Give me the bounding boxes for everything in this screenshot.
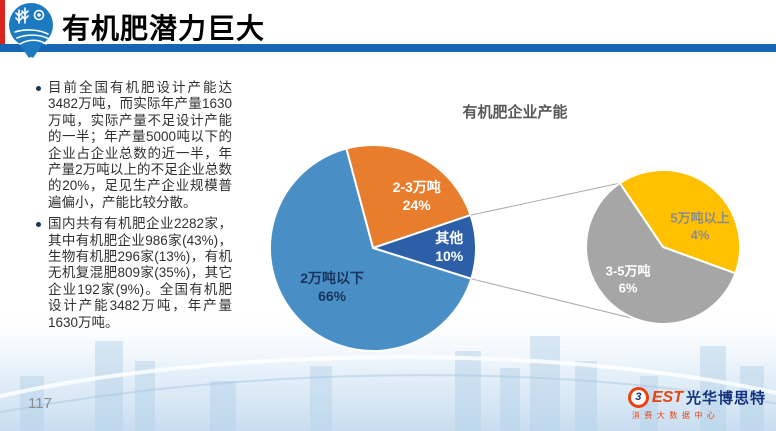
pie-slice bbox=[345, 144, 472, 250]
pie-slice bbox=[618, 169, 742, 275]
bullet-list: 目前全国有机肥设计产能达3482万吨，而实际年产量1630万吨，实际产量不足设计… bbox=[36, 80, 232, 336]
pie-label: 2万吨以下 66% bbox=[300, 270, 364, 304]
bullet-item: 国内共有有机肥企业2282家，其中有机肥企业986家(43%)，生物有机肥296… bbox=[36, 216, 232, 331]
brand-subtitle: 消费大数据中心 bbox=[631, 411, 720, 420]
page-number: 117 bbox=[28, 395, 52, 412]
header-divider-bar bbox=[0, 44, 776, 52]
connector-line bbox=[471, 278, 637, 320]
page-title: 有机肥潜力巨大 bbox=[62, 13, 266, 44]
connector-line bbox=[470, 182, 621, 216]
best-logo-mark-icon: 3 bbox=[627, 387, 649, 408]
pie-label: 3-5万吨 6% bbox=[606, 264, 651, 296]
pie-slice bbox=[585, 181, 737, 325]
brand-name-en: EST bbox=[651, 388, 683, 406]
bullet-item: 目前全国有机肥设计产能达3482万吨，而实际年产量1630万吨，实际产量不足设计… bbox=[36, 80, 232, 211]
capacity-chart: 2-3万吨 24% 其他 10% 2万吨以下 66% 5万吨以上 4% 3-5万吨 6% bbox=[269, 144, 742, 352]
swoosh-line bbox=[0, 374, 776, 414]
pie-label: 2-3万吨 24% bbox=[393, 179, 441, 213]
brand-pin-logo-icon bbox=[9, 3, 53, 61]
swoosh-line bbox=[0, 355, 776, 399]
pie-slice bbox=[269, 147, 473, 352]
pie-label: 其他 10% bbox=[435, 230, 464, 264]
accent-red-strip bbox=[0, 0, 5, 52]
chart-title: 有机肥企业产能 bbox=[462, 104, 568, 121]
brand-logo: 3 EST 光华博思特 消费大数据中心 bbox=[627, 387, 766, 421]
building-silhouettes bbox=[20, 336, 764, 431]
brand-name-cn: 光华博思特 bbox=[685, 390, 766, 407]
pie-label: 5万吨以上 4% bbox=[670, 210, 729, 242]
